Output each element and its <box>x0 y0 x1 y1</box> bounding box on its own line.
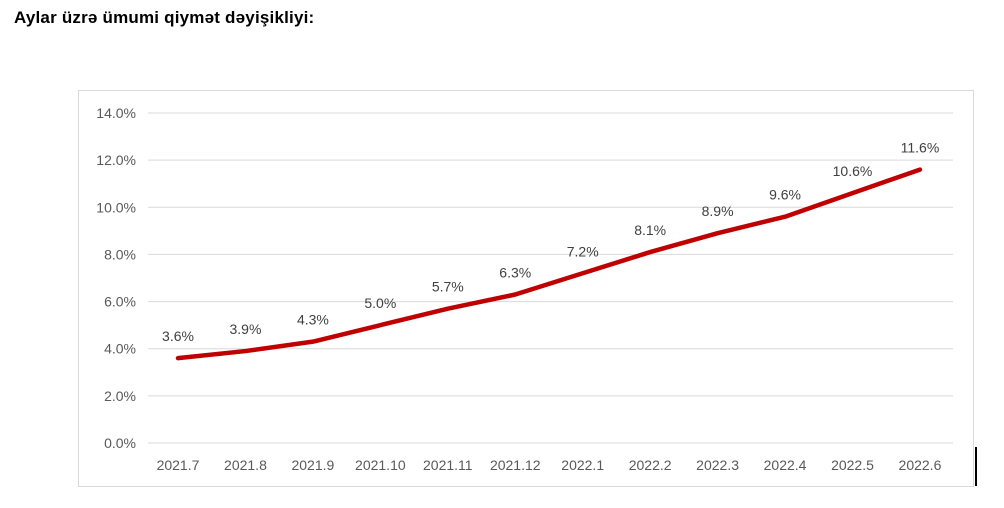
data-label: 8.1% <box>634 222 666 238</box>
line-chart[interactable]: 0.0% 2.0% 4.0% 6.0% 8.0% 10.0% 12.0% 14.0% 2021.… <box>78 90 974 487</box>
x-axis-tick-label: 2022.2 <box>629 457 672 473</box>
x-axis-tick-label: 2022.4 <box>764 457 807 473</box>
x-axis-tick-label: 2021.11 <box>423 457 473 473</box>
x-axis-tick-label: 2022.6 <box>899 457 942 473</box>
x-axis-tick-label: 2022.1 <box>561 457 604 473</box>
data-label: 7.2% <box>567 243 599 259</box>
data-label: 5.0% <box>364 295 396 311</box>
data-label: 8.9% <box>702 203 734 219</box>
y-axis-tick-label: 14.0% <box>96 105 136 121</box>
chart-canvas: 0.0% 2.0% 4.0% 6.0% 8.0% 10.0% 12.0% 14.0% 2021.… <box>96 105 953 473</box>
data-label: 4.3% <box>297 312 329 328</box>
x-axis-tick-label: 2022.5 <box>831 457 874 473</box>
data-label: 5.7% <box>432 279 464 295</box>
data-label: 11.6% <box>901 140 940 156</box>
x-axis-tick-label: 2021.10 <box>355 457 406 473</box>
x-axis-tick-label: 2021.8 <box>224 457 267 473</box>
data-label: 3.6% <box>162 328 194 344</box>
y-axis-tick-label: 8.0% <box>104 246 136 262</box>
data-label: 3.9% <box>229 321 261 337</box>
x-axis-tick-label: 2021.12 <box>490 457 541 473</box>
y-axis-tick-label: 4.0% <box>104 341 136 357</box>
y-axis-tick-label: 12.0% <box>96 152 136 168</box>
data-label: 6.3% <box>499 265 531 281</box>
series-line <box>175 167 923 361</box>
data-label: 9.6% <box>769 187 801 203</box>
x-axis-tick-label: 2021.7 <box>157 457 200 473</box>
page-title: Aylar üzrə ümumi qiymət dəyişikliyi: <box>14 8 315 27</box>
x-axis-tick-label: 2021.9 <box>291 457 334 473</box>
x-axis-tick-label: 2022.3 <box>696 457 739 473</box>
y-axis-tick-label: 6.0% <box>104 294 136 310</box>
y-axis-tick-label: 2.0% <box>104 388 136 404</box>
y-axis-tick-label: 10.0% <box>96 199 136 215</box>
text-cursor <box>975 447 977 486</box>
data-label: 10.6% <box>833 163 873 179</box>
y-axis-tick-label: 0.0% <box>104 435 136 451</box>
